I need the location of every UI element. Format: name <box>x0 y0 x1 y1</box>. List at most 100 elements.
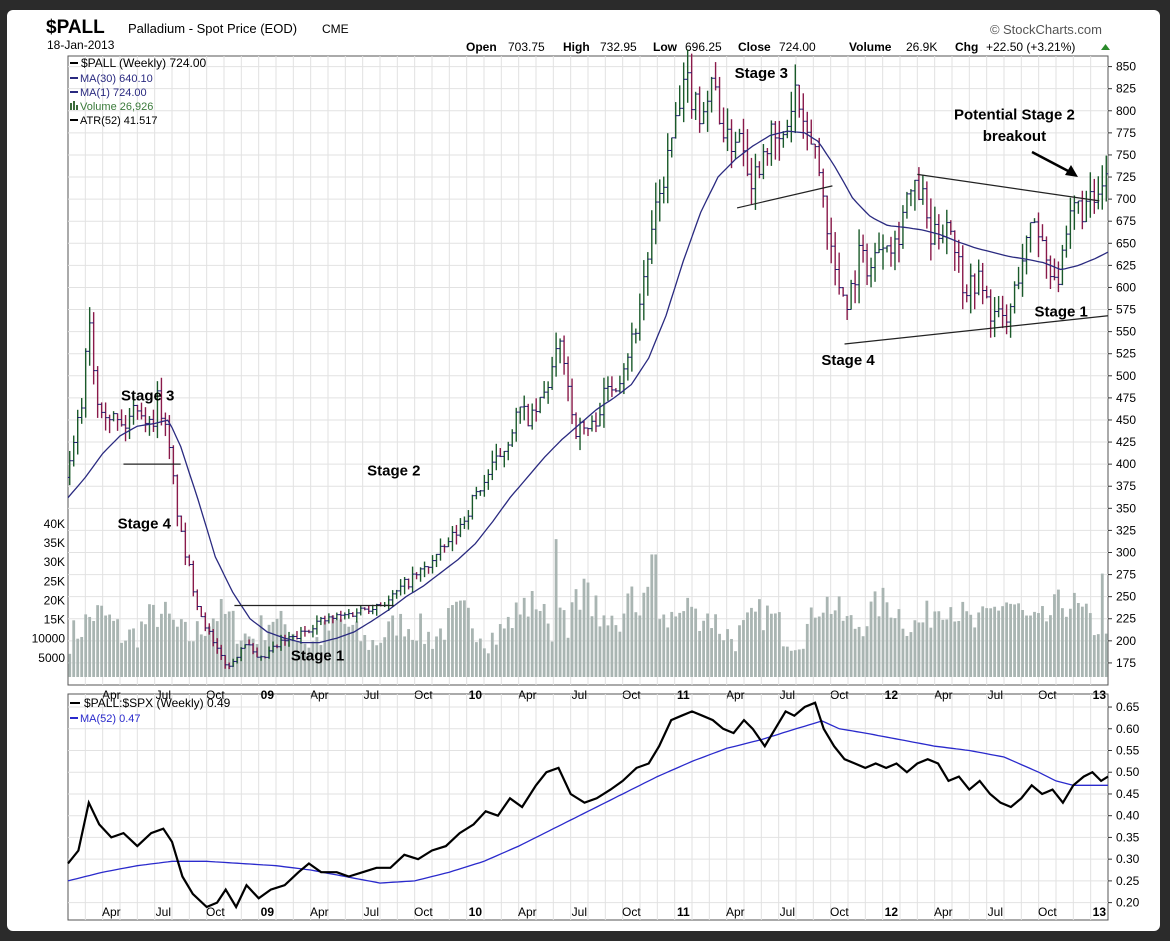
x-tick-label: Oct <box>1038 905 1057 919</box>
x-tick-label: Jul <box>780 688 795 702</box>
volume-bar <box>965 611 969 677</box>
y-tick-label: 450 <box>1116 413 1136 427</box>
volume-bar <box>933 611 937 677</box>
volume-bar <box>793 650 797 677</box>
ratio-legend: $PALL:$SPX (Weekly) 0.49 MA(52) 0.47 <box>70 696 231 725</box>
volume-bar <box>1045 621 1048 677</box>
volume-bar <box>283 624 287 677</box>
volume-bar <box>937 611 941 677</box>
volume-bar <box>498 624 502 677</box>
volume-bar <box>985 608 989 677</box>
volume-bar <box>993 606 997 677</box>
x-tick-label: Jul <box>156 688 171 702</box>
volume-bar <box>128 629 131 677</box>
volume-bar <box>785 646 789 677</box>
volume-bar <box>1096 634 1100 677</box>
volume-bar <box>538 610 542 677</box>
volume-bar <box>92 620 96 677</box>
low-label: Low <box>653 40 678 54</box>
x-tick-label: Apr <box>102 905 121 919</box>
volume-bar <box>80 636 84 677</box>
watermark: StockCharts.com <box>1003 22 1102 37</box>
volume-bar <box>1080 606 1084 677</box>
volume-bar <box>913 620 917 677</box>
volume-bar <box>821 612 825 677</box>
volume-bar <box>766 605 769 677</box>
ratio-y-tick-label: 0.30 <box>1116 852 1140 866</box>
volume-bar <box>323 621 327 677</box>
volume-bar <box>88 616 92 677</box>
volume-bar <box>112 620 115 677</box>
volume-bar <box>837 596 841 677</box>
x-tick-label: Apr <box>310 688 329 702</box>
volume-legend-icon <box>70 101 78 110</box>
volume-bar <box>789 650 793 677</box>
x-tick-label: Oct <box>414 905 433 919</box>
volume-bar <box>1072 592 1076 677</box>
volume-bar <box>1100 573 1104 677</box>
price-ohlc-bars <box>67 49 1109 670</box>
volume-axis: 5000 10000 15K 20K 25K 30K 35K 40K <box>32 517 66 665</box>
ratio-y-tick-label: 0.45 <box>1116 787 1140 801</box>
stage-annotations: Stage 3 Stage 4 Stage 1 Stage 2 Stage 3 Stage… <box>118 65 1088 664</box>
volume-bar <box>76 638 80 677</box>
volume-bar <box>738 625 741 677</box>
x-tick-label: Apr <box>102 688 121 702</box>
volume-bar <box>618 631 622 677</box>
x-tick-label: Oct <box>206 905 225 919</box>
volume-bar <box>777 612 781 677</box>
volume-bar <box>68 653 72 677</box>
volume-bar <box>347 626 351 677</box>
y-tick-label: 300 <box>1116 545 1136 559</box>
volume-bar <box>570 602 574 677</box>
volume-bar <box>1088 613 1092 677</box>
volume-bar <box>120 642 123 677</box>
volume-bar <box>351 624 355 677</box>
volume-bar <box>156 626 159 677</box>
y-tick-label: 700 <box>1116 192 1136 206</box>
volume-bar <box>941 619 945 677</box>
volume-bar <box>411 639 414 677</box>
volume-bar <box>730 638 733 677</box>
volume-bar <box>1053 594 1056 677</box>
volume-bar <box>833 610 837 677</box>
volume-bar <box>474 642 478 677</box>
x-tick-label: Jul <box>364 905 379 919</box>
ratio-y-tick-label: 0.35 <box>1116 830 1140 844</box>
volume-bar <box>435 636 438 677</box>
x-tick-label: Jul <box>156 905 171 919</box>
stage-annotation: Stage 3 <box>735 65 788 82</box>
volume-bar <box>427 631 430 677</box>
volume-bar <box>136 647 139 677</box>
watermark-icon: © <box>990 22 1000 37</box>
y-tick-label: 325 <box>1116 523 1136 537</box>
volume-bar <box>626 593 630 677</box>
volume-bar <box>1061 608 1064 677</box>
x-tick-label: Oct <box>830 905 849 919</box>
y-tick-label: 725 <box>1116 170 1136 184</box>
volume-bar <box>263 640 267 677</box>
volume-bar <box>797 649 801 677</box>
volume-bar <box>367 649 371 677</box>
volume-bar <box>371 640 375 677</box>
volume-bar <box>853 628 857 677</box>
volume-bar <box>718 633 721 677</box>
volume-bar <box>359 641 363 677</box>
volume-bar <box>650 554 654 677</box>
volume-bar <box>526 616 530 677</box>
volume-bar <box>403 636 407 677</box>
volume-bar <box>287 637 291 677</box>
volume-tick-label: 30K <box>44 555 65 569</box>
volume-bar <box>259 615 263 677</box>
y-tick-label: 175 <box>1116 656 1136 670</box>
volume-bar <box>726 629 729 677</box>
x-tick-label: Jul <box>364 688 379 702</box>
volume-bar <box>949 607 953 677</box>
volume-bar <box>945 619 949 677</box>
x-tick-label: Jul <box>572 688 587 702</box>
volume-bar <box>148 604 151 677</box>
x-tick-label: Apr <box>934 688 953 702</box>
x-tick-label: 11 <box>677 905 690 919</box>
volume-bar <box>423 643 426 677</box>
x-tick-label: 13 <box>1093 688 1107 702</box>
